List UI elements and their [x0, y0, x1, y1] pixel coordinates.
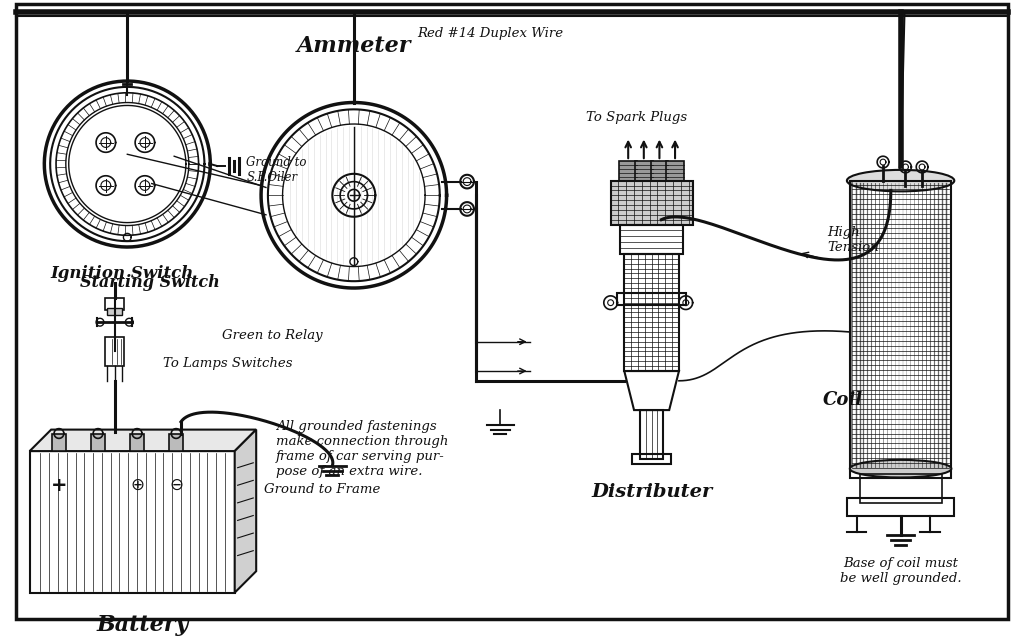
Bar: [610, 181, 692, 225]
Bar: [621, 225, 683, 254]
Bar: [52, 433, 66, 451]
Bar: [620, 161, 637, 181]
Text: Base of coil must
be well grounded.: Base of coil must be well grounded.: [840, 556, 962, 584]
Ellipse shape: [847, 170, 954, 191]
Bar: [640, 410, 664, 459]
Text: Distributer: Distributer: [591, 484, 713, 501]
Text: Starting Switch: Starting Switch: [81, 274, 220, 291]
Text: Ground to Frame: Ground to Frame: [264, 484, 381, 496]
Bar: [91, 433, 104, 451]
Bar: [850, 181, 951, 478]
Bar: [617, 293, 686, 304]
Text: Green to Relay: Green to Relay: [222, 329, 323, 343]
Polygon shape: [234, 429, 256, 593]
Bar: [650, 161, 669, 181]
Bar: [625, 254, 679, 371]
Text: ⊖: ⊖: [169, 476, 183, 494]
Text: Coil: Coil: [822, 391, 862, 410]
Bar: [859, 473, 942, 503]
Bar: [169, 433, 183, 451]
Text: To Spark Plugs: To Spark Plugs: [587, 111, 687, 124]
Bar: [847, 498, 954, 516]
Text: ⊕: ⊕: [130, 476, 144, 494]
Text: Red #14 Duplex Wire: Red #14 Duplex Wire: [418, 27, 563, 40]
Bar: [106, 308, 123, 315]
Text: Ammeter: Ammeter: [297, 34, 411, 57]
Text: Ground to
S.F.Oiler: Ground to S.F.Oiler: [247, 156, 307, 184]
Bar: [632, 454, 671, 464]
Ellipse shape: [850, 460, 951, 477]
Text: Ignition Switch: Ignition Switch: [51, 265, 195, 281]
Text: High
Tension: High Tension: [827, 226, 880, 254]
Bar: [104, 298, 124, 309]
Text: To Lamps Switches: To Lamps Switches: [164, 357, 293, 369]
Bar: [130, 433, 144, 451]
Bar: [667, 161, 684, 181]
Bar: [30, 451, 234, 593]
Polygon shape: [30, 429, 256, 451]
Bar: [104, 337, 124, 366]
Bar: [635, 161, 652, 181]
Text: Battery: Battery: [96, 614, 189, 636]
Text: All grounded fastenings
make connection through
frame of car serving pur-
pose o: All grounded fastenings make connection …: [275, 420, 449, 478]
Text: +: +: [51, 476, 68, 494]
